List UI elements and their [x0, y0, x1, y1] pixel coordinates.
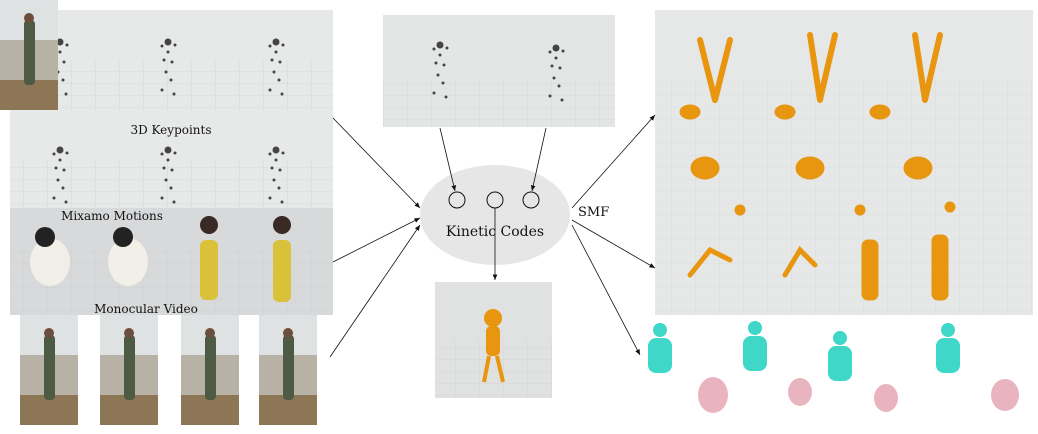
- smf-label: SMF: [578, 205, 609, 220]
- top-keypoints-image: [383, 15, 615, 127]
- bottom-right-characters: [648, 321, 1019, 413]
- keypoints-label: 3D Keypoints: [130, 123, 211, 137]
- keypoints-panel: 3D Keypoints: [0, 0, 333, 208]
- mixamo-label: Mixamo Motions: [61, 209, 163, 223]
- arrows: [329, 114, 656, 358]
- mixamo-panel: Mixamo Motions Monocular Video: [10, 208, 333, 316]
- video-frames: [0, 0, 317, 425]
- video-label: Monocular Video: [94, 302, 198, 316]
- mixamo-characters: [30, 216, 291, 302]
- bottom-center-image: [435, 282, 552, 398]
- retargeted-panel: [655, 10, 1033, 315]
